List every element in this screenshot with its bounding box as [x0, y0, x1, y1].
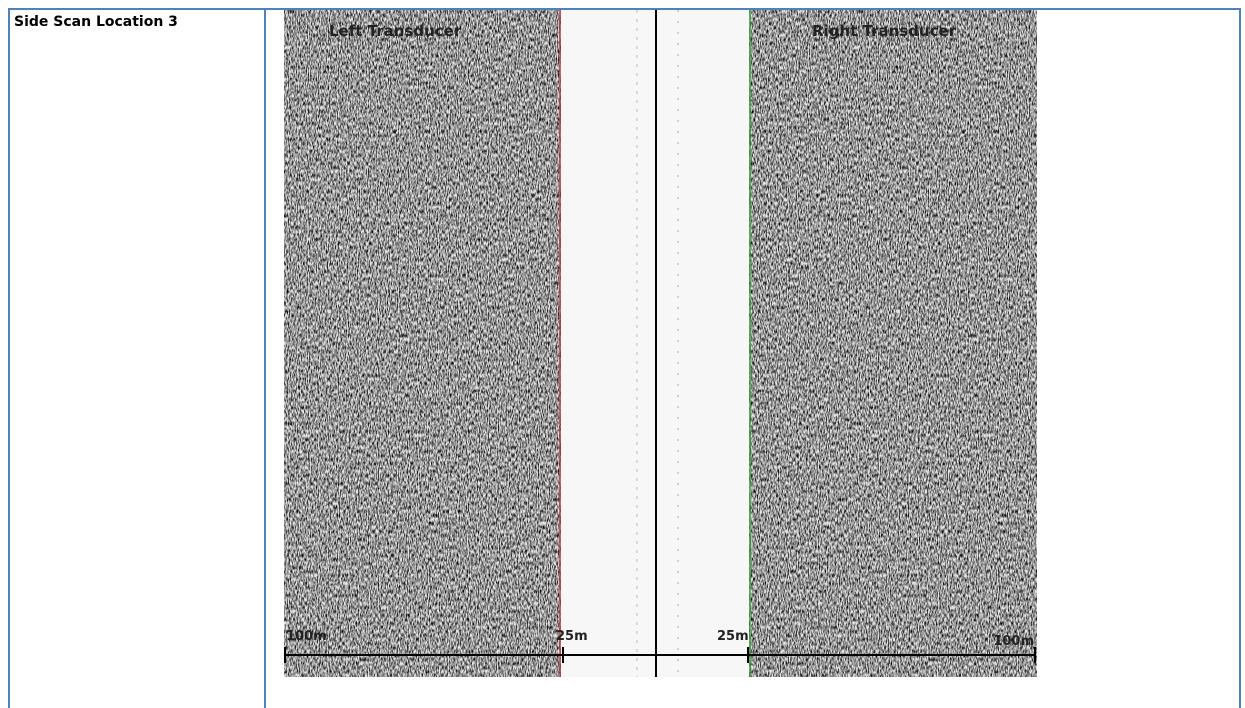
sonar-image: Left Transducer Right Transducer 100m 25…: [284, 10, 1037, 677]
left-label: Left Transducer: [329, 22, 462, 40]
scale-bar: [284, 647, 1036, 663]
cell-divider: [264, 8, 266, 708]
right-label: Right Transducer: [812, 22, 957, 40]
scale-label: 100m: [286, 629, 327, 644]
scale-label: 25m: [717, 629, 749, 644]
scale-label: 100m: [993, 634, 1034, 649]
scale-label: 25m: [556, 629, 588, 644]
table-frame: [8, 8, 1241, 708]
cell-title: Side Scan Location 3: [14, 14, 178, 30]
